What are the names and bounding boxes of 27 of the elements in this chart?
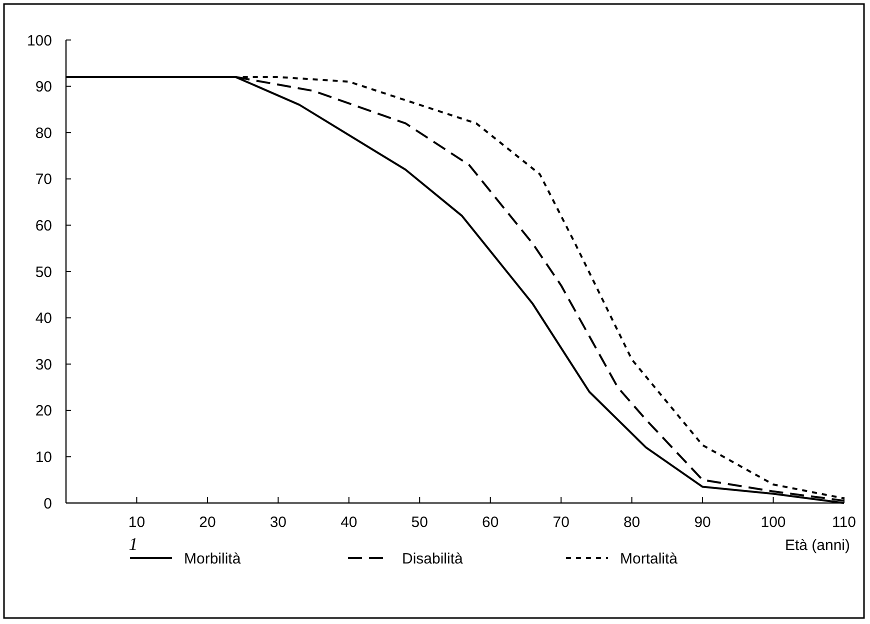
text: 1: [128, 534, 138, 554]
x-tick-label: 30: [270, 514, 287, 531]
x-tick-label: 10: [128, 514, 146, 531]
x-tick-label: 60: [482, 514, 499, 531]
x-tick-label: 70: [552, 514, 570, 531]
y-tick-label: 20: [35, 402, 52, 420]
x-tick-label: 20: [199, 514, 216, 531]
y-tick-label: 30: [35, 356, 52, 374]
x-axis-title: Età (anni): [784, 537, 850, 554]
y-tick-label: 0: [44, 495, 52, 512]
y-tick-label: 70: [35, 171, 52, 188]
y-tick-label: 60: [35, 217, 52, 234]
y-tick-label: 80: [35, 124, 52, 142]
y-tick-label: 40: [35, 310, 52, 328]
x-tick-label: 50: [411, 514, 428, 531]
x-tick-label: 90: [694, 514, 711, 531]
x-tick-label: 100: [760, 514, 786, 531]
y-tick-label: 10: [35, 448, 52, 466]
y-tick-label: 50: [35, 264, 52, 281]
legend-label: Mortalità: [620, 550, 678, 568]
x-tick-label: 110: [832, 514, 856, 531]
y-tick-label: 100: [26, 32, 52, 50]
legend-label: Morbilità: [184, 550, 242, 568]
legend-label: Disabilità: [402, 550, 464, 568]
x-tick-label: 40: [340, 514, 358, 531]
y-tick-label: 90: [35, 78, 52, 96]
x-tick-label: 80: [623, 514, 640, 531]
